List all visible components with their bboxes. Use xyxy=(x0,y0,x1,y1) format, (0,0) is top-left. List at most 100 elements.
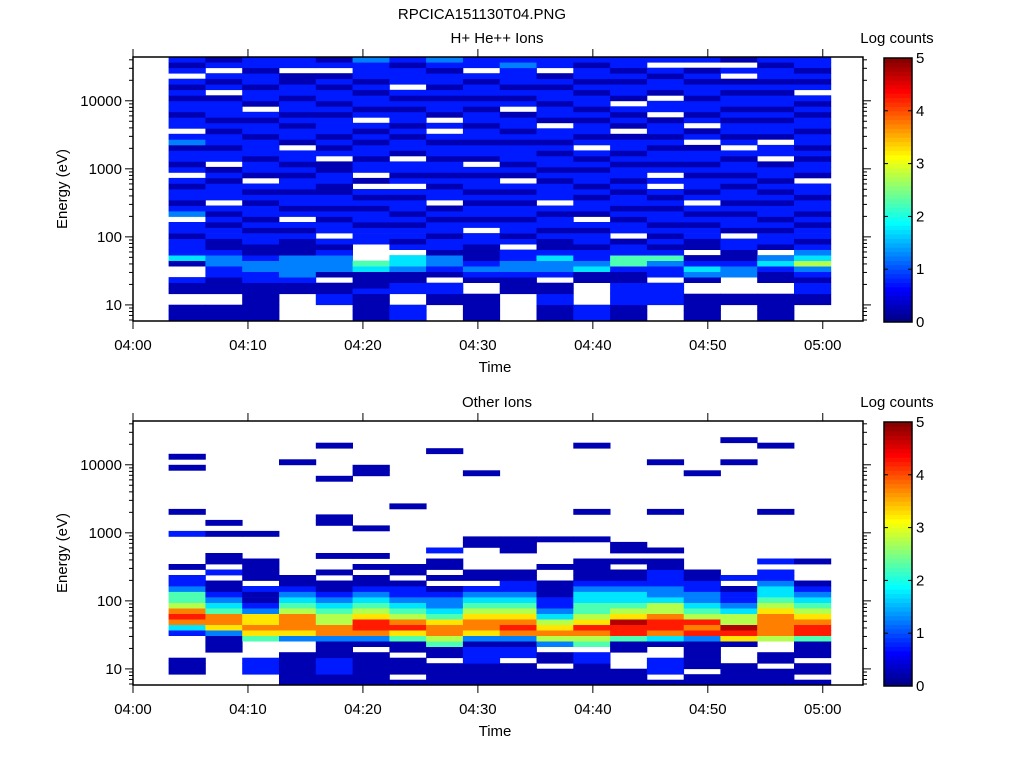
heatmap-cell xyxy=(610,73,648,80)
heatmap-cell xyxy=(720,249,758,256)
colorbar-swatch xyxy=(884,247,912,253)
heatmap-cell xyxy=(426,668,464,675)
colorbar-swatch xyxy=(884,470,912,476)
heatmap-cell xyxy=(757,266,795,272)
heatmap-cell xyxy=(646,166,685,173)
heatmap-cell xyxy=(794,558,832,565)
heatmap-cell xyxy=(610,255,648,261)
heatmap-cell xyxy=(315,139,353,146)
heatmap-cell xyxy=(315,133,353,140)
heatmap-cell xyxy=(242,619,280,625)
heatmap-cell xyxy=(794,62,832,69)
heatmap-cell xyxy=(499,635,537,642)
heatmap-cell xyxy=(610,271,648,278)
heatmap-cell xyxy=(352,233,390,239)
heatmap-cell xyxy=(205,271,243,278)
heatmap-cell xyxy=(352,597,390,603)
colorbar-tick-label: 5 xyxy=(916,414,924,431)
heatmap-cell xyxy=(168,580,206,587)
heatmap-cell xyxy=(242,189,280,195)
heatmap-cell xyxy=(462,122,501,129)
heatmap-cell xyxy=(168,139,206,146)
heatmap-cell xyxy=(610,89,648,96)
heatmap-cell xyxy=(610,580,648,587)
heatmap-cell xyxy=(757,95,795,102)
heatmap-cell xyxy=(389,200,427,206)
heatmap-cell xyxy=(168,602,206,609)
heatmap-cell xyxy=(536,95,574,102)
heatmap-cell xyxy=(279,277,317,283)
heatmap-cell xyxy=(352,608,390,614)
heatmap-cell xyxy=(279,679,317,686)
heatmap-cell xyxy=(499,668,537,675)
heatmap-cell xyxy=(389,569,427,576)
heatmap-cell xyxy=(462,663,501,670)
heatmap-cell xyxy=(352,575,390,581)
heatmap-cell xyxy=(279,282,317,289)
heatmap-cell xyxy=(242,591,280,598)
heatmap-cell xyxy=(610,122,648,129)
heatmap-cell xyxy=(279,255,317,261)
heatmap-cell xyxy=(573,233,611,239)
panel-title: H+ He++ Ions xyxy=(451,30,544,47)
colorbar-swatch xyxy=(884,128,912,134)
heatmap-cell xyxy=(242,161,280,168)
heatmap-cell xyxy=(315,205,353,212)
heatmap-cell xyxy=(426,646,464,653)
heatmap-cell xyxy=(279,194,317,201)
heatmap-cell xyxy=(720,591,758,598)
heatmap-cell xyxy=(205,249,243,256)
heatmap-cell xyxy=(168,111,206,118)
heatmap-cell xyxy=(573,442,611,449)
heatmap-cell xyxy=(315,255,353,261)
heatmap-cell xyxy=(426,189,464,195)
heatmap-cell xyxy=(315,144,353,151)
heatmap-cell xyxy=(315,674,353,681)
heatmap-cell xyxy=(205,602,243,609)
heatmap-cell xyxy=(683,67,721,74)
heatmap-cell xyxy=(646,244,685,250)
heatmap-cell xyxy=(242,84,280,91)
heatmap-cell xyxy=(462,244,501,250)
colorbar-swatch xyxy=(884,88,912,94)
heatmap-cell xyxy=(794,205,832,212)
heatmap-cell xyxy=(462,271,501,278)
heatmap-cell xyxy=(683,635,721,642)
heatmap-cell xyxy=(279,172,317,179)
heatmap-cell xyxy=(168,586,206,592)
heatmap-cell xyxy=(462,233,501,239)
heatmap-cell xyxy=(610,608,648,614)
heatmap-cell xyxy=(462,111,501,118)
heatmap-cell xyxy=(683,216,721,223)
heatmap-cell xyxy=(352,62,390,69)
heatmap-cell xyxy=(315,663,353,670)
x-axis-label: Time xyxy=(479,723,512,740)
heatmap-cell xyxy=(389,266,427,272)
heatmap-cell xyxy=(757,591,795,598)
heatmap-cell xyxy=(389,189,427,195)
heatmap-cell xyxy=(462,536,501,543)
heatmap-cell xyxy=(389,57,427,63)
heatmap-cell xyxy=(757,111,795,118)
heatmap-cell xyxy=(315,73,353,80)
heatmap-cell xyxy=(315,222,353,228)
heatmap-cell xyxy=(573,591,611,598)
heatmap-cell xyxy=(389,679,427,686)
heatmap-cell xyxy=(757,652,795,659)
colorbar-swatch xyxy=(884,518,912,524)
heatmap-cell xyxy=(536,166,574,173)
heatmap-cell xyxy=(242,597,280,603)
heatmap-cell xyxy=(462,668,501,675)
heatmap-cell xyxy=(279,117,317,124)
colorbar-swatch xyxy=(884,527,912,533)
heatmap-cell xyxy=(720,150,758,157)
heatmap-cell xyxy=(573,613,611,620)
heatmap-cell xyxy=(389,161,427,168)
heatmap-cell xyxy=(757,166,795,173)
heatmap-cell xyxy=(242,122,280,129)
heatmap-cell xyxy=(168,624,206,631)
heatmap-cell xyxy=(683,624,721,631)
heatmap-cell xyxy=(646,161,685,168)
heatmap-cell xyxy=(352,194,390,201)
heatmap-cell xyxy=(168,288,206,295)
